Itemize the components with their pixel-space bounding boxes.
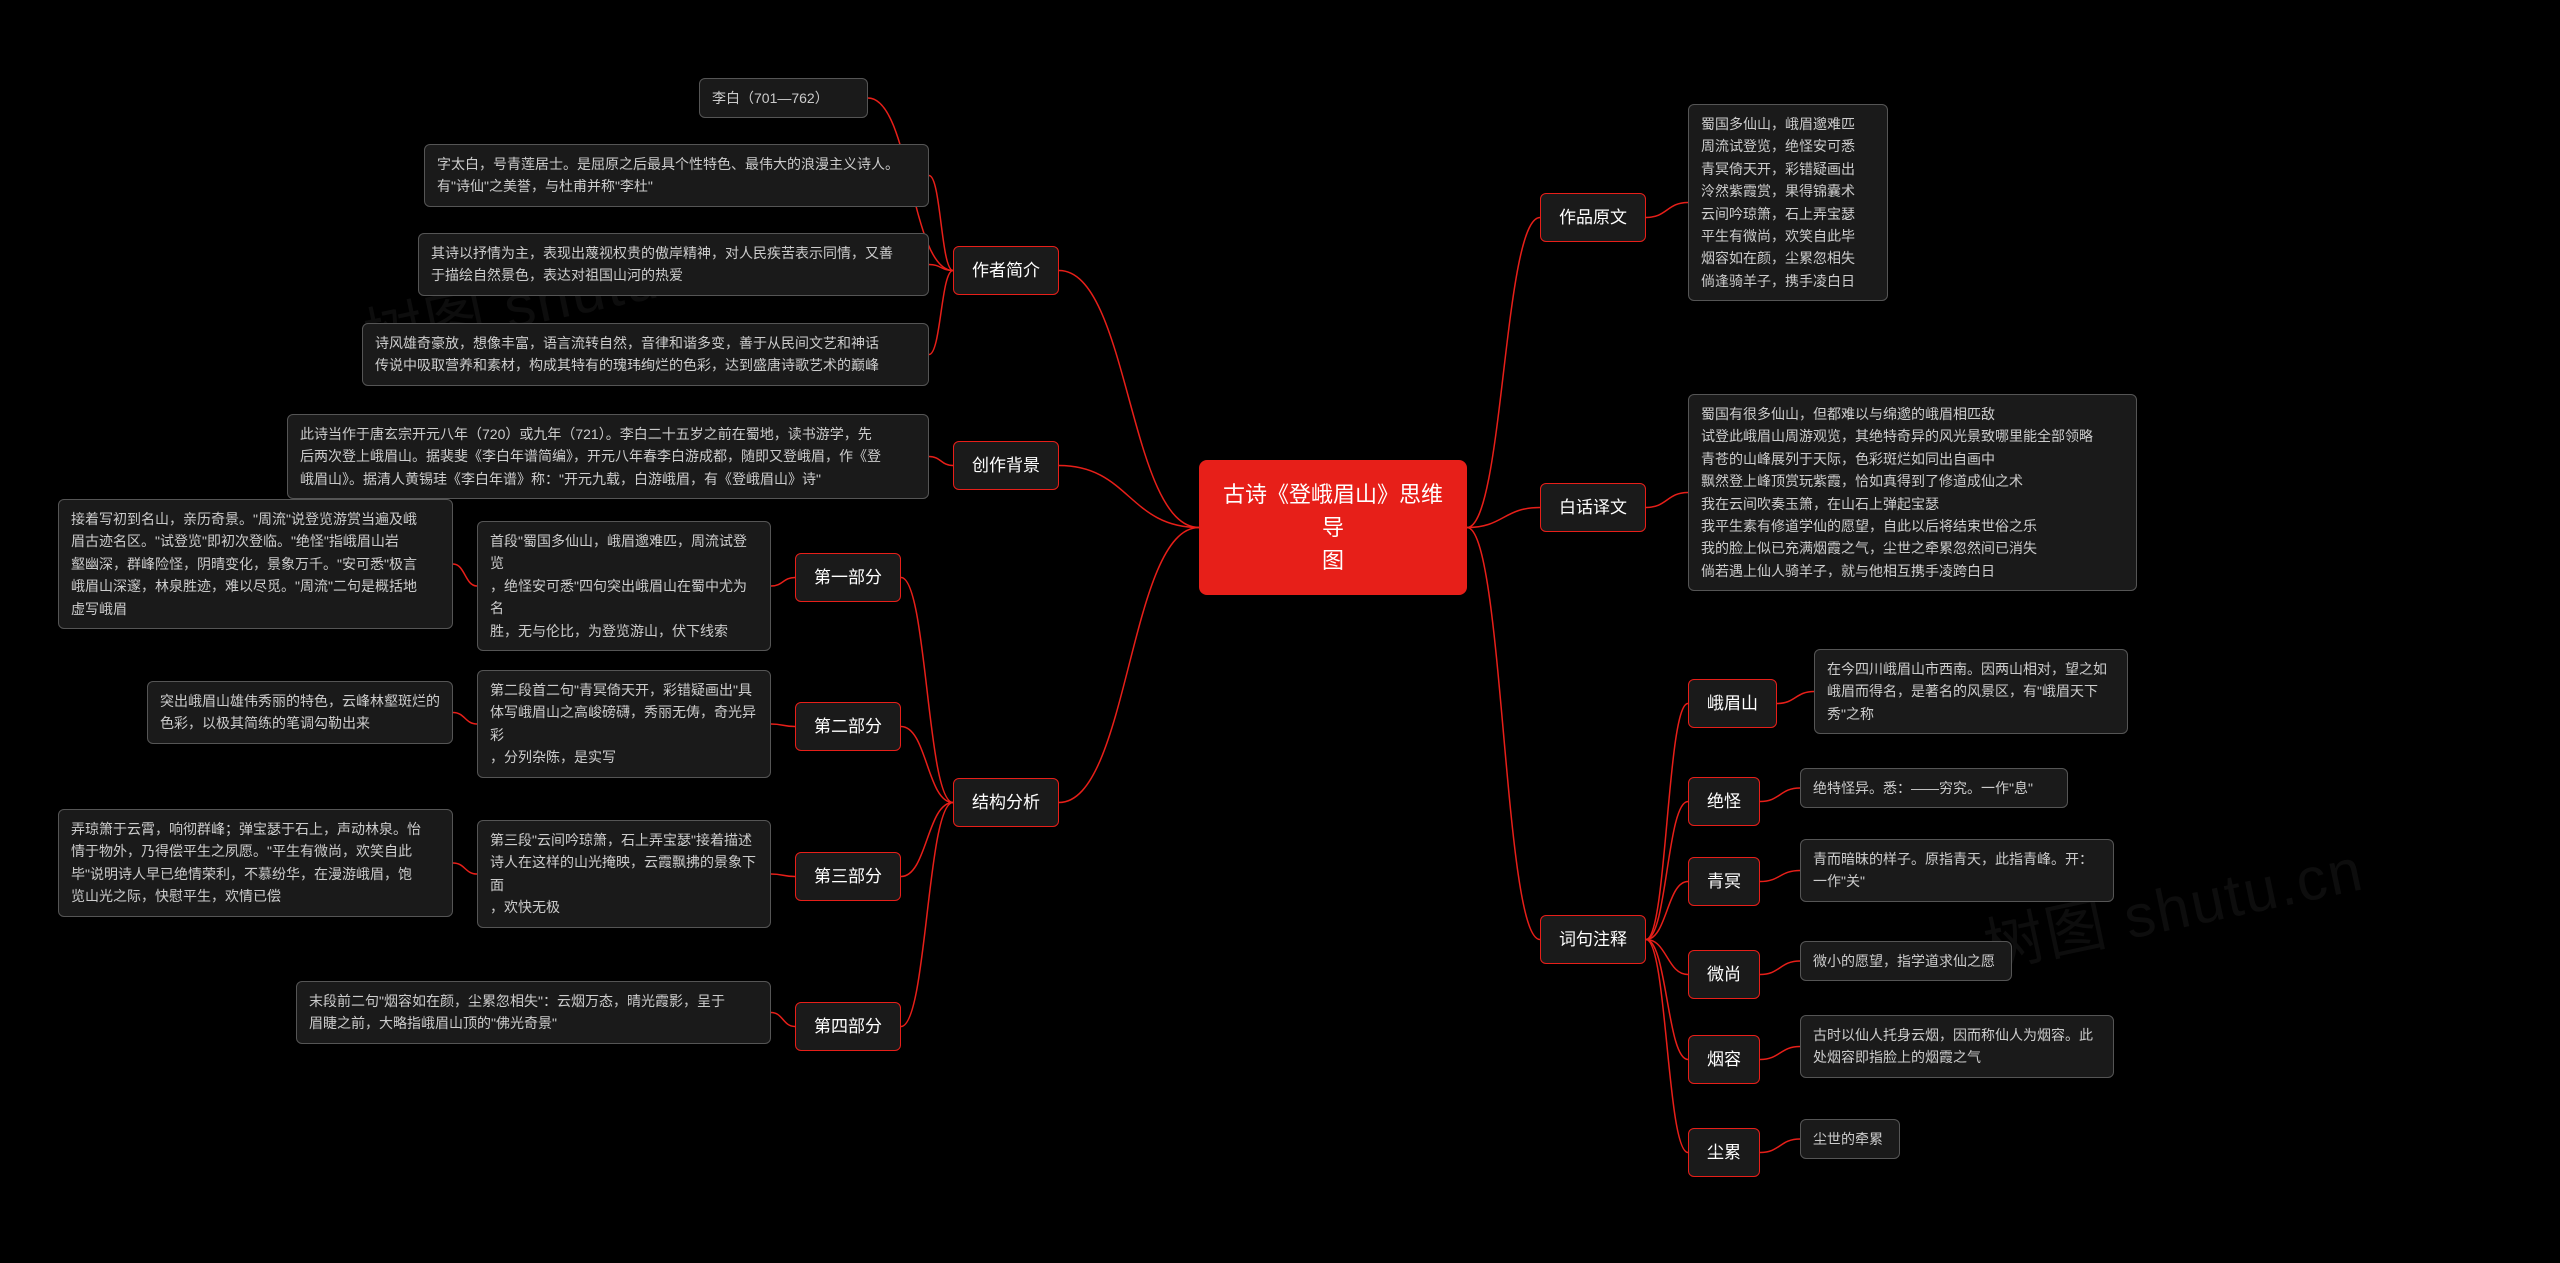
branch-background: 创作背景: [953, 441, 1059, 490]
leaf-emeishan: 在今四川峨眉山市西南。因两山相对，望之如 峨眉而得名，是著名的风景区，有"峨眉天…: [1814, 649, 2128, 734]
leaf-original-text: 蜀国多仙山，峨眉邈难匹 周流试登览，绝怪安可悉 青冥倚天开，彩错疑画出 泠然紫霞…: [1688, 104, 1888, 301]
leaf-author-poetry-style: 其诗以抒情为主，表现出蔑视权贵的傲岸精神，对人民疾苦表示同情，又善 于描绘自然景…: [418, 233, 929, 296]
leaf-author-style-detail: 诗风雄奇豪放，想像丰富，语言流转自然，音律和谐多变，善于从民间文艺和神话 传说中…: [362, 323, 929, 386]
branch-part3: 第三部分: [795, 852, 901, 901]
leaf-yanrong: 古时以仙人托身云烟，因而称仙人为烟容。此 处烟容即指脸上的烟霞之气: [1800, 1015, 2114, 1078]
branch-weishang: 微尚: [1688, 950, 1760, 999]
leaf-part1-extra: 接着写初到名山，亲历奇景。"周流"说登览游赏当遍及峨 眉古迹名区。"试登览"即初…: [58, 499, 453, 629]
branch-yanrong: 烟容: [1688, 1035, 1760, 1084]
leaf-background-text: 此诗当作于唐玄宗开元八年（720）或九年（721）。李白二十五岁之前在蜀地，读书…: [287, 414, 929, 499]
branch-annotation: 词句注释: [1540, 915, 1646, 964]
leaf-part3-child: 第三段"云间吟琼箫，石上弄宝瑟"接着描述 诗人在这样的山光掩映，云霞飘拂的景象下…: [477, 820, 771, 928]
branch-chenlei: 尘累: [1688, 1128, 1760, 1177]
branch-emeishan: 峨眉山: [1688, 679, 1777, 728]
branch-jueguai: 绝怪: [1688, 777, 1760, 826]
root-node: 古诗《登峨眉山》思维导 图: [1199, 460, 1467, 595]
leaf-part4-child: 末段前二句"烟容如在颜，尘累忽相失"：云烟万态，晴光霞影，呈于 眉睫之前，大略指…: [296, 981, 771, 1044]
branch-translation: 白话译文: [1540, 483, 1646, 532]
branch-structure: 结构分析: [953, 778, 1059, 827]
leaf-part3-extra: 弄琼箫于云霄，响彻群峰；弹宝瑟于石上，声动林泉。怡 情于物外，乃得偿平生之夙愿。…: [58, 809, 453, 917]
branch-part1: 第一部分: [795, 553, 901, 602]
leaf-jueguai: 绝特怪异。悉：——穷究。一作"息": [1800, 768, 2068, 808]
leaf-author-taibai: 字太白，号青莲居士。是屈原之后最具个性特色、最伟大的浪漫主义诗人。 有"诗仙"之…: [424, 144, 929, 207]
connectors-layer: [0, 0, 2560, 1263]
branch-original: 作品原文: [1540, 193, 1646, 242]
leaf-part2-child: 第二段首二句"青冥倚天开，彩错疑画出"具 体写峨眉山之高峻磅礴，秀丽无俦，奇光异…: [477, 670, 771, 778]
leaf-qingming: 青而暗昧的样子。原指青天，此指青峰。开： 一作"关": [1800, 839, 2114, 902]
branch-author: 作者简介: [953, 246, 1059, 295]
leaf-translation-text: 蜀国有很多仙山，但都难以与绵邈的峨眉相匹敌 试登此峨眉山周游观览，其绝特奇异的风…: [1688, 394, 2137, 591]
leaf-weishang: 微小的愿望，指学道求仙之愿: [1800, 941, 2012, 981]
branch-qingming: 青冥: [1688, 857, 1760, 906]
branch-part2: 第二部分: [795, 702, 901, 751]
leaf-part2-extra: 突出峨眉山雄伟秀丽的特色，云峰林壑斑烂的 色彩，以极其简练的笔调勾勒出来: [147, 681, 453, 744]
branch-part4: 第四部分: [795, 1002, 901, 1051]
leaf-part1-child: 首段"蜀国多仙山，峨眉邈难匹，周流试登览 ，绝怪安可悉"四句突出峨眉山在蜀中尤为…: [477, 521, 771, 651]
leaf-chenlei: 尘世的牵累: [1800, 1119, 1900, 1159]
leaf-author-libai: 李白（701—762）: [699, 78, 868, 118]
